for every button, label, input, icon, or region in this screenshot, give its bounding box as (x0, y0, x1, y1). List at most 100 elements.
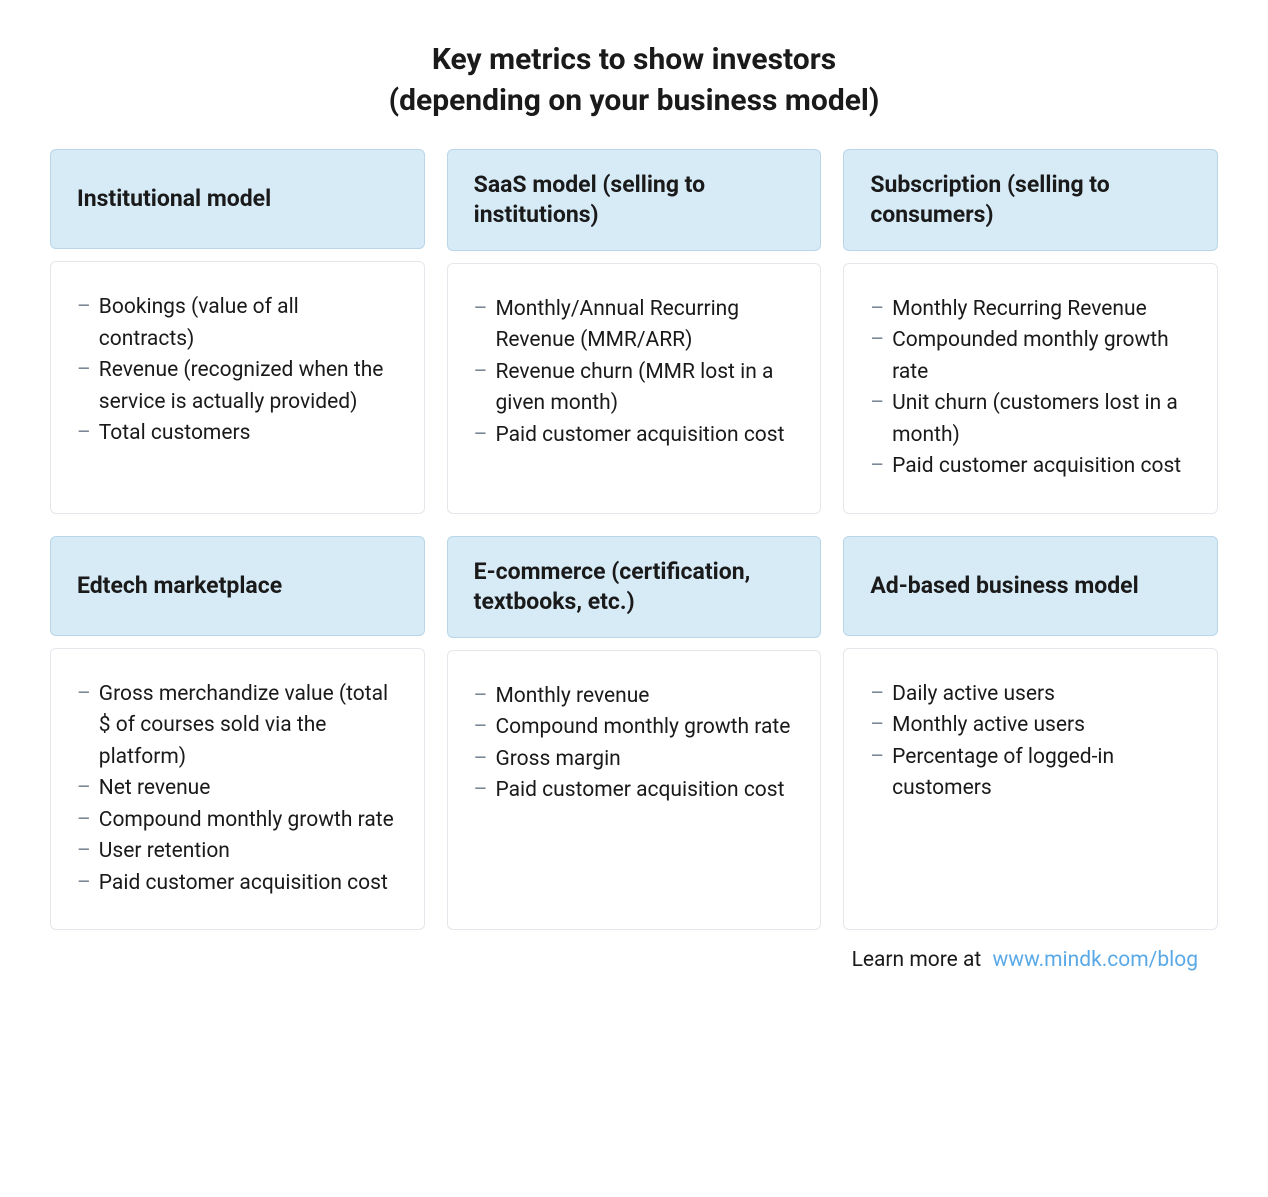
dash-icon: – (77, 418, 91, 450)
metric-item: –Compound monthly growth rate (77, 805, 398, 837)
dash-icon: – (474, 420, 488, 452)
dash-icon: – (870, 294, 884, 326)
metric-item: –Gross margin (474, 744, 795, 776)
metric-list: –Monthly/Annual Recurring Revenue (MMR/A… (474, 294, 795, 452)
metric-list: –Monthly Recurring Revenue–Compounded mo… (870, 294, 1191, 483)
dash-icon: – (474, 775, 488, 807)
metric-item: –Unit churn (customers lost in a month) (870, 388, 1191, 451)
card-header: Edtech marketplace (50, 536, 425, 636)
metric-item: –User retention (77, 836, 398, 868)
metric-text: Revenue (recognized when the service is … (99, 355, 398, 418)
metric-item: –Monthly revenue (474, 681, 795, 713)
metric-text: Paid customer acquisition cost (495, 775, 784, 807)
metric-item: –Monthly active users (870, 710, 1191, 742)
dash-icon: – (474, 681, 488, 713)
card-header-text: E-commerce (certification, textbooks, et… (474, 557, 795, 617)
card-cell: Institutional model–Bookings (value of a… (50, 149, 425, 514)
metric-item: –Monthly/Annual Recurring Revenue (MMR/A… (474, 294, 795, 357)
dash-icon: – (870, 325, 884, 357)
metric-item: –Paid customer acquisition cost (77, 868, 398, 900)
metric-text: Paid customer acquisition cost (892, 451, 1181, 483)
metric-text: Gross margin (495, 744, 620, 776)
card-cell: Subscription (selling to consumers)–Mont… (843, 149, 1218, 514)
metric-list: –Monthly revenue–Compound monthly growth… (474, 681, 795, 807)
dash-icon: – (77, 805, 91, 837)
metric-text: Monthly Recurring Revenue (892, 294, 1147, 326)
metric-text: Paid customer acquisition cost (99, 868, 388, 900)
metric-item: –Revenue churn (MMR lost in a given mont… (474, 357, 795, 420)
metric-item: –Percentage of logged-in customers (870, 742, 1191, 805)
metric-text: Paid customer acquisition cost (495, 420, 784, 452)
metric-item: –Gross merchandize value (total $ of cou… (77, 679, 398, 774)
card-body: –Bookings (value of all contracts)–Reven… (50, 261, 425, 514)
metric-text: Compound monthly growth rate (99, 805, 394, 837)
metric-text: Percentage of logged-in customers (892, 742, 1191, 805)
metric-text: Unit churn (customers lost in a month) (892, 388, 1191, 451)
card-header-text: Ad-based business model (870, 571, 1138, 601)
dash-icon: – (77, 868, 91, 900)
dash-icon: – (870, 742, 884, 774)
card-header: SaaS model (selling to institutions) (447, 149, 822, 251)
metric-item: –Net revenue (77, 773, 398, 805)
metric-text: Gross merchandize value (total $ of cour… (99, 679, 398, 774)
card-body: –Monthly Recurring Revenue–Compounded mo… (843, 263, 1218, 514)
page-title: Key metrics to show investors (depending… (50, 40, 1218, 121)
title-line1: Key metrics to show investors (432, 42, 836, 77)
metric-list: –Gross merchandize value (total $ of cou… (77, 679, 398, 900)
dash-icon: – (474, 712, 488, 744)
metric-text: Compound monthly growth rate (495, 712, 790, 744)
metric-text: Monthly/Annual Recurring Revenue (MMR/AR… (495, 294, 794, 357)
metric-item: –Monthly Recurring Revenue (870, 294, 1191, 326)
card-cell: Ad-based business model –Daily active use… (843, 536, 1218, 931)
card-body: –Monthly/Annual Recurring Revenue (MMR/A… (447, 263, 822, 514)
dash-icon: – (77, 292, 91, 324)
dash-icon: – (77, 679, 91, 711)
metric-item: –Compounded monthly growth rate (870, 325, 1191, 388)
card-body: –Gross merchandize value (total $ of cou… (50, 648, 425, 931)
metric-text: Total customers (99, 418, 251, 450)
metric-list: –Bookings (value of all contracts)–Reven… (77, 292, 398, 450)
footer: Learn more at www.mindk.com/blog (50, 948, 1218, 972)
metric-text: Net revenue (99, 773, 211, 805)
metric-list: –Daily active users–Monthly active users… (870, 679, 1191, 805)
dash-icon: – (870, 388, 884, 420)
dash-icon: – (474, 294, 488, 326)
metric-text: Monthly active users (892, 710, 1085, 742)
card-cell: E-commerce (certification, textbooks, et… (447, 536, 822, 931)
card-header-text: Institutional model (77, 184, 271, 214)
metric-text: Daily active users (892, 679, 1055, 711)
dash-icon: – (77, 836, 91, 868)
card-header-text: Edtech marketplace (77, 571, 282, 601)
metric-text: Revenue churn (MMR lost in a given month… (495, 357, 794, 420)
card-cell: Edtech marketplace–Gross merchandize val… (50, 536, 425, 931)
metric-text: Compounded monthly growth rate (892, 325, 1191, 388)
dash-icon: – (870, 710, 884, 742)
card-header: E-commerce (certification, textbooks, et… (447, 536, 822, 638)
dash-icon: – (474, 357, 488, 389)
metric-item: –Total customers (77, 418, 398, 450)
metric-text: Bookings (value of all contracts) (99, 292, 398, 355)
card-header-text: Subscription (selling to consumers) (870, 170, 1191, 230)
metric-item: –Daily active users (870, 679, 1191, 711)
metric-item: –Compound monthly growth rate (474, 712, 795, 744)
metric-text: User retention (99, 836, 230, 868)
footer-link[interactable]: www.mindk.com/blog (993, 948, 1198, 972)
card-header: Institutional model (50, 149, 425, 249)
metric-item: –Revenue (recognized when the service is… (77, 355, 398, 418)
metric-item: –Bookings (value of all contracts) (77, 292, 398, 355)
dash-icon: – (474, 744, 488, 776)
metric-item: –Paid customer acquisition cost (474, 775, 795, 807)
card-header: Subscription (selling to consumers) (843, 149, 1218, 251)
footer-text: Learn more at (852, 948, 982, 972)
card-header-text: SaaS model (selling to institutions) (474, 170, 795, 230)
card-cell: SaaS model (selling to institutions)–Mon… (447, 149, 822, 514)
dash-icon: – (870, 679, 884, 711)
metric-item: –Paid customer acquisition cost (474, 420, 795, 452)
card-header: Ad-based business model (843, 536, 1218, 636)
card-body: –Monthly revenue–Compound monthly growth… (447, 650, 822, 931)
cards-grid: Institutional model–Bookings (value of a… (50, 149, 1218, 930)
dash-icon: – (77, 773, 91, 805)
title-line2: (depending on your business model) (389, 83, 880, 118)
metric-text: Monthly revenue (495, 681, 649, 713)
card-body: –Daily active users–Monthly active users… (843, 648, 1218, 931)
